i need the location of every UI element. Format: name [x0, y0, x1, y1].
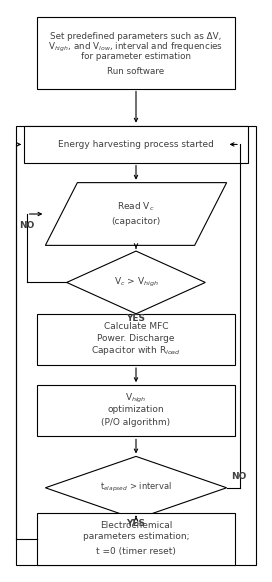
Text: V$_{high}$: V$_{high}$	[125, 392, 147, 404]
FancyBboxPatch shape	[37, 314, 235, 365]
Text: Set predefined parameters such as ΔV,: Set predefined parameters such as ΔV,	[50, 33, 222, 41]
Text: for parameter estimation: for parameter estimation	[81, 52, 191, 61]
FancyBboxPatch shape	[37, 385, 235, 436]
Text: NO: NO	[231, 472, 246, 481]
Text: NO: NO	[19, 221, 34, 230]
Text: Calculate MFC: Calculate MFC	[104, 322, 168, 331]
FancyBboxPatch shape	[24, 126, 248, 163]
Polygon shape	[45, 183, 227, 246]
Text: Power. Discharge: Power. Discharge	[97, 334, 175, 343]
Text: (capacitor): (capacitor)	[111, 218, 161, 226]
FancyBboxPatch shape	[37, 17, 235, 88]
Text: YES: YES	[126, 519, 146, 528]
Text: Read V$_c$: Read V$_c$	[117, 201, 155, 214]
Text: Run software: Run software	[107, 67, 165, 76]
Text: YES: YES	[126, 314, 146, 323]
Text: optimization: optimization	[108, 405, 164, 414]
FancyBboxPatch shape	[37, 513, 235, 565]
Text: V$_{high}$, and V$_{low}$, interval and frequencies: V$_{high}$, and V$_{low}$, interval and …	[48, 41, 224, 54]
Text: t$_{elapsed}$ > interval: t$_{elapsed}$ > interval	[100, 481, 172, 494]
Text: (P/O algorithm): (P/O algorithm)	[101, 418, 171, 427]
Text: Electrochemical: Electrochemical	[100, 521, 172, 530]
Polygon shape	[67, 251, 205, 314]
Text: parameters estimation;: parameters estimation;	[83, 533, 189, 541]
Text: t =0 (timer reset): t =0 (timer reset)	[96, 547, 176, 556]
Text: Capacitor with R$_{load}$: Capacitor with R$_{load}$	[91, 345, 181, 357]
Text: Energy harvesting process started: Energy harvesting process started	[58, 140, 214, 148]
Polygon shape	[45, 456, 227, 519]
Text: V$_c$ > V$_{high}$: V$_c$ > V$_{high}$	[114, 276, 158, 289]
